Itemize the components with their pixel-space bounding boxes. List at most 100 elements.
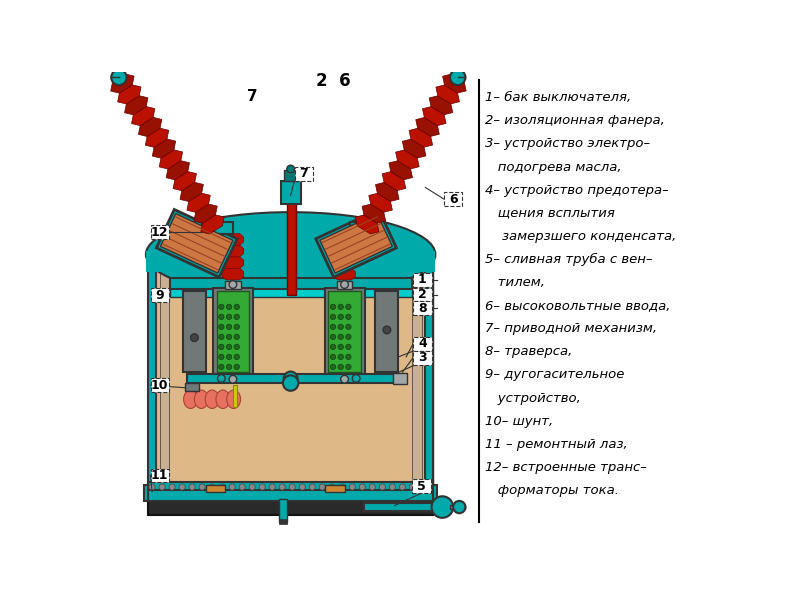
Polygon shape xyxy=(161,214,233,273)
Circle shape xyxy=(234,354,239,359)
Circle shape xyxy=(346,364,351,370)
Circle shape xyxy=(299,484,306,490)
Text: 3: 3 xyxy=(418,351,426,364)
Circle shape xyxy=(330,304,336,310)
Bar xyxy=(375,292,398,372)
Text: 4: 4 xyxy=(418,337,426,350)
Circle shape xyxy=(341,281,349,289)
Polygon shape xyxy=(152,139,176,158)
Circle shape xyxy=(330,334,336,340)
Circle shape xyxy=(226,354,232,359)
Text: форматоры тока.: форматоры тока. xyxy=(486,484,619,497)
Text: устройство,: устройство, xyxy=(486,392,582,404)
Circle shape xyxy=(352,374,360,382)
Text: 1– бак выключателя,: 1– бак выключателя, xyxy=(486,91,632,104)
Polygon shape xyxy=(131,107,155,125)
Circle shape xyxy=(179,484,185,490)
Bar xyxy=(413,287,431,301)
Bar xyxy=(282,181,301,205)
Ellipse shape xyxy=(216,390,230,409)
Circle shape xyxy=(383,326,390,334)
Text: 10– шунт,: 10– шунт, xyxy=(486,415,554,428)
Ellipse shape xyxy=(226,390,241,409)
Bar xyxy=(183,292,206,372)
Text: 12– встроенные транс–: 12– встроенные транс– xyxy=(486,461,647,474)
Circle shape xyxy=(338,324,343,329)
Bar xyxy=(233,385,237,407)
Circle shape xyxy=(338,344,343,350)
Text: 2: 2 xyxy=(418,288,426,301)
Circle shape xyxy=(346,354,351,359)
Circle shape xyxy=(226,344,232,350)
Polygon shape xyxy=(125,95,148,115)
Bar xyxy=(413,273,431,287)
Text: 7: 7 xyxy=(247,89,258,104)
Bar xyxy=(450,505,466,509)
Circle shape xyxy=(286,165,294,173)
Circle shape xyxy=(269,484,275,490)
Polygon shape xyxy=(334,245,355,257)
Polygon shape xyxy=(382,172,406,191)
Polygon shape xyxy=(316,209,397,277)
Circle shape xyxy=(346,344,351,350)
Bar xyxy=(150,469,169,482)
Circle shape xyxy=(338,354,343,359)
Polygon shape xyxy=(396,150,419,169)
Circle shape xyxy=(330,344,336,350)
Circle shape xyxy=(149,484,155,490)
Text: 11 – ремонтный лаз,: 11 – ремонтный лаз, xyxy=(486,438,628,451)
Bar xyxy=(226,374,241,382)
Circle shape xyxy=(330,324,336,329)
Polygon shape xyxy=(334,233,355,245)
Circle shape xyxy=(218,324,224,329)
Polygon shape xyxy=(375,182,399,202)
Circle shape xyxy=(111,70,126,85)
Bar xyxy=(337,281,352,289)
Bar xyxy=(146,251,435,272)
Circle shape xyxy=(190,334,198,341)
Bar xyxy=(150,289,169,302)
Polygon shape xyxy=(110,74,134,93)
Bar xyxy=(412,262,422,485)
Circle shape xyxy=(330,364,336,370)
Circle shape xyxy=(218,314,224,320)
Circle shape xyxy=(169,484,175,490)
Text: 2  6: 2 6 xyxy=(316,72,350,90)
Circle shape xyxy=(346,314,351,320)
Polygon shape xyxy=(156,209,237,277)
Circle shape xyxy=(218,364,224,370)
Circle shape xyxy=(419,484,426,490)
Bar xyxy=(217,292,249,372)
Polygon shape xyxy=(180,182,203,202)
Polygon shape xyxy=(187,193,210,212)
Bar xyxy=(148,482,433,491)
Bar xyxy=(160,262,169,485)
Text: 9: 9 xyxy=(155,289,164,302)
Circle shape xyxy=(338,314,343,320)
Bar xyxy=(186,374,394,383)
Circle shape xyxy=(431,496,453,518)
Text: подогрева масла,: подогрева масла, xyxy=(486,161,622,173)
Bar xyxy=(148,254,156,485)
Circle shape xyxy=(259,484,266,490)
Polygon shape xyxy=(173,172,197,191)
Circle shape xyxy=(218,354,224,359)
Text: 2– изоляционная фанера,: 2– изоляционная фанера, xyxy=(486,115,666,127)
Circle shape xyxy=(338,334,343,340)
Text: 3– устройство электро–: 3– устройство электро– xyxy=(486,137,650,151)
Polygon shape xyxy=(222,257,244,268)
Polygon shape xyxy=(201,215,224,234)
Polygon shape xyxy=(334,257,355,268)
Polygon shape xyxy=(166,161,190,180)
Ellipse shape xyxy=(194,390,208,409)
Circle shape xyxy=(229,281,237,289)
Text: 6: 6 xyxy=(449,193,458,206)
Circle shape xyxy=(234,304,239,310)
Bar xyxy=(213,287,253,376)
Bar xyxy=(226,281,241,289)
Bar xyxy=(170,287,411,297)
Bar xyxy=(326,485,345,493)
Ellipse shape xyxy=(184,390,198,409)
Circle shape xyxy=(283,376,298,391)
Text: 12: 12 xyxy=(151,226,169,239)
